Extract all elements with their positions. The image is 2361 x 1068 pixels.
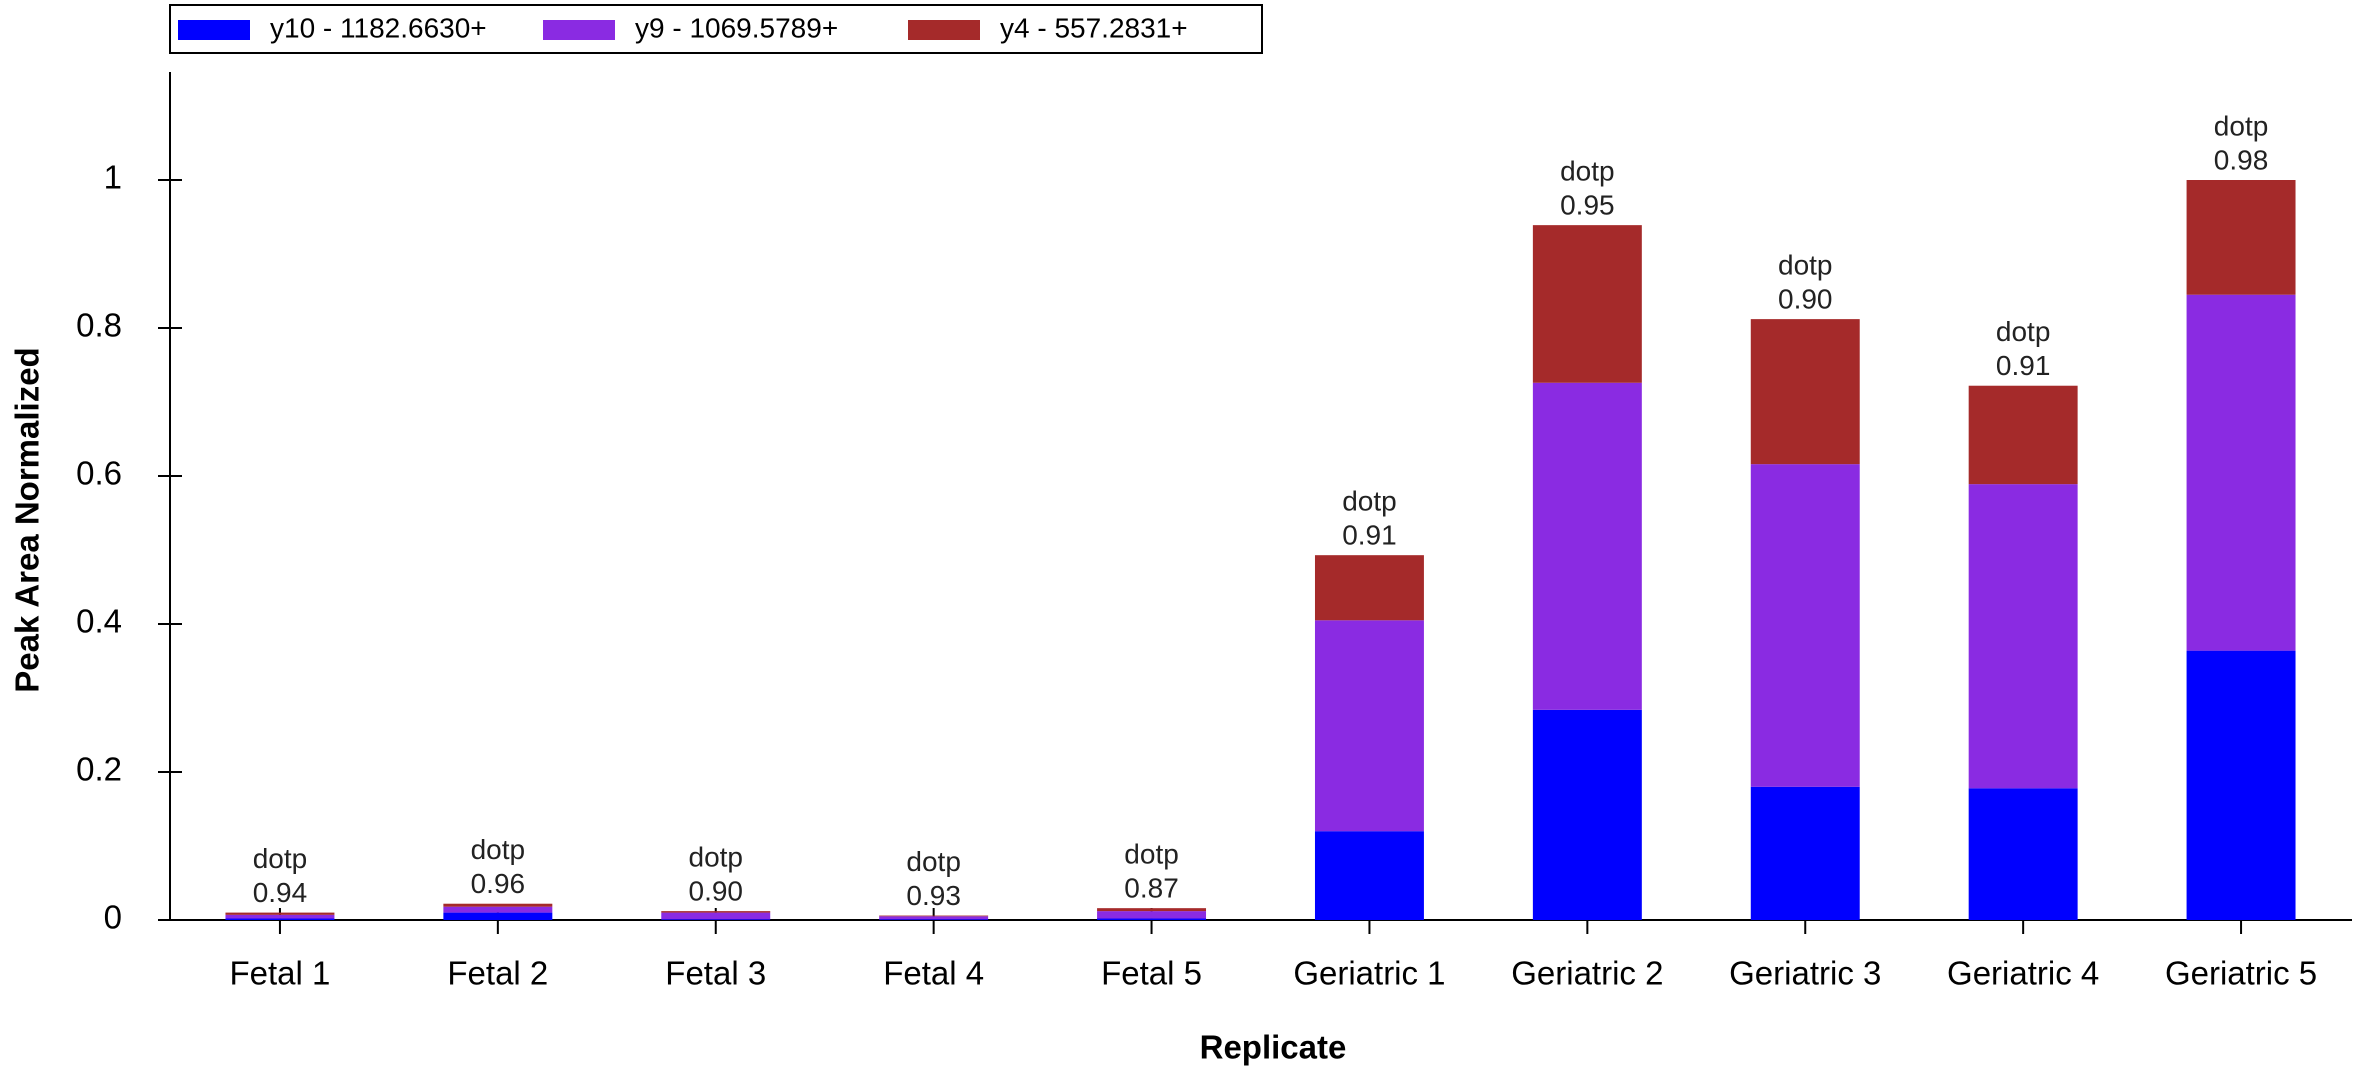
bar-segment bbox=[1097, 918, 1207, 920]
bar-segment bbox=[1532, 709, 1642, 920]
annotation-title: dotp bbox=[1778, 250, 1833, 281]
bar-segment bbox=[879, 919, 989, 920]
x-tick-label: Fetal 3 bbox=[665, 955, 766, 992]
annotation-title: dotp bbox=[1342, 486, 1397, 517]
x-tick-label: Fetal 1 bbox=[230, 955, 331, 992]
bar-segment bbox=[1314, 620, 1424, 832]
bar-segment bbox=[1750, 319, 1860, 465]
legend-swatch bbox=[908, 20, 980, 40]
annotation-value: 0.90 bbox=[1778, 284, 1833, 315]
annotation-title: dotp bbox=[253, 843, 308, 874]
annotation-value: 0.91 bbox=[1342, 520, 1397, 551]
bar-segment bbox=[1314, 831, 1424, 920]
annotation-value: 0.96 bbox=[471, 868, 526, 899]
bar-segment bbox=[1968, 385, 2078, 485]
annotation-title: dotp bbox=[906, 846, 961, 877]
legend-label: y10 - 1182.6630+ bbox=[270, 12, 487, 43]
bar-segment bbox=[443, 906, 553, 913]
annotation-title: dotp bbox=[1996, 316, 2051, 347]
bar-segment bbox=[443, 912, 553, 920]
legend-swatch bbox=[178, 20, 250, 40]
y-tick-label: 0 bbox=[104, 899, 122, 936]
bar-segment bbox=[1532, 225, 1642, 383]
bar-segment bbox=[1097, 908, 1207, 912]
bar-segment bbox=[2186, 180, 2296, 295]
x-tick-label: Geriatric 2 bbox=[1511, 955, 1663, 992]
annotation-value: 0.93 bbox=[906, 880, 961, 911]
x-tick-label: Fetal 2 bbox=[447, 955, 548, 992]
bar-segment bbox=[879, 915, 989, 917]
bar-segment bbox=[225, 918, 335, 920]
y-axis-title: Peak Area Normalized bbox=[9, 347, 46, 692]
bar-segment bbox=[1968, 484, 2078, 789]
bar-segment bbox=[661, 919, 771, 920]
annotation-value: 0.91 bbox=[1996, 350, 2051, 381]
bar-segment bbox=[1968, 788, 2078, 920]
annotation-title: dotp bbox=[2214, 110, 2269, 141]
x-axis-title: Replicate bbox=[1200, 1029, 1347, 1066]
annotation-value: 0.87 bbox=[1124, 873, 1179, 904]
bar-segment bbox=[2186, 650, 2296, 920]
annotation-title: dotp bbox=[1560, 156, 1615, 187]
y-tick-label: 0.2 bbox=[76, 751, 122, 788]
annotation-value: 0.90 bbox=[689, 876, 744, 907]
x-tick-label: Geriatric 5 bbox=[2165, 955, 2317, 992]
bar-segment bbox=[443, 903, 553, 907]
bar-segment bbox=[1532, 382, 1642, 710]
x-tick-label: Fetal 5 bbox=[1101, 955, 1202, 992]
annotation-value: 0.98 bbox=[2214, 144, 2269, 175]
annotation-title: dotp bbox=[1124, 839, 1179, 870]
annotation-title: dotp bbox=[471, 834, 526, 865]
y-tick-label: 1 bbox=[104, 159, 122, 196]
x-tick-label: Geriatric 1 bbox=[1293, 955, 1445, 992]
bar-segment bbox=[879, 916, 989, 920]
bar-segment bbox=[1750, 464, 1860, 787]
x-tick-label: Fetal 4 bbox=[883, 955, 984, 992]
annotation-value: 0.94 bbox=[253, 877, 308, 908]
annotation-title: dotp bbox=[689, 842, 744, 873]
bar-segment bbox=[1097, 911, 1207, 919]
x-tick-label: Geriatric 4 bbox=[1947, 955, 2099, 992]
bar-segment bbox=[1314, 555, 1424, 621]
bar-segment bbox=[661, 912, 771, 920]
bar-segment bbox=[2186, 294, 2296, 651]
bar-segment bbox=[225, 912, 335, 915]
legend-swatch bbox=[543, 20, 615, 40]
bar-segment bbox=[661, 911, 771, 913]
legend-label: y9 - 1069.5789+ bbox=[635, 12, 838, 43]
y-tick-label: 0.4 bbox=[76, 603, 122, 640]
legend-box bbox=[169, 4, 1263, 54]
y-tick-label: 0.8 bbox=[76, 307, 122, 344]
legend-label: y4 - 557.2831+ bbox=[1000, 12, 1188, 43]
y-tick-label: 0.6 bbox=[76, 455, 122, 492]
x-tick-label: Geriatric 3 bbox=[1729, 955, 1881, 992]
bar-segment bbox=[1750, 786, 1860, 920]
bar-segment bbox=[225, 914, 335, 919]
annotation-value: 0.95 bbox=[1560, 190, 1615, 221]
